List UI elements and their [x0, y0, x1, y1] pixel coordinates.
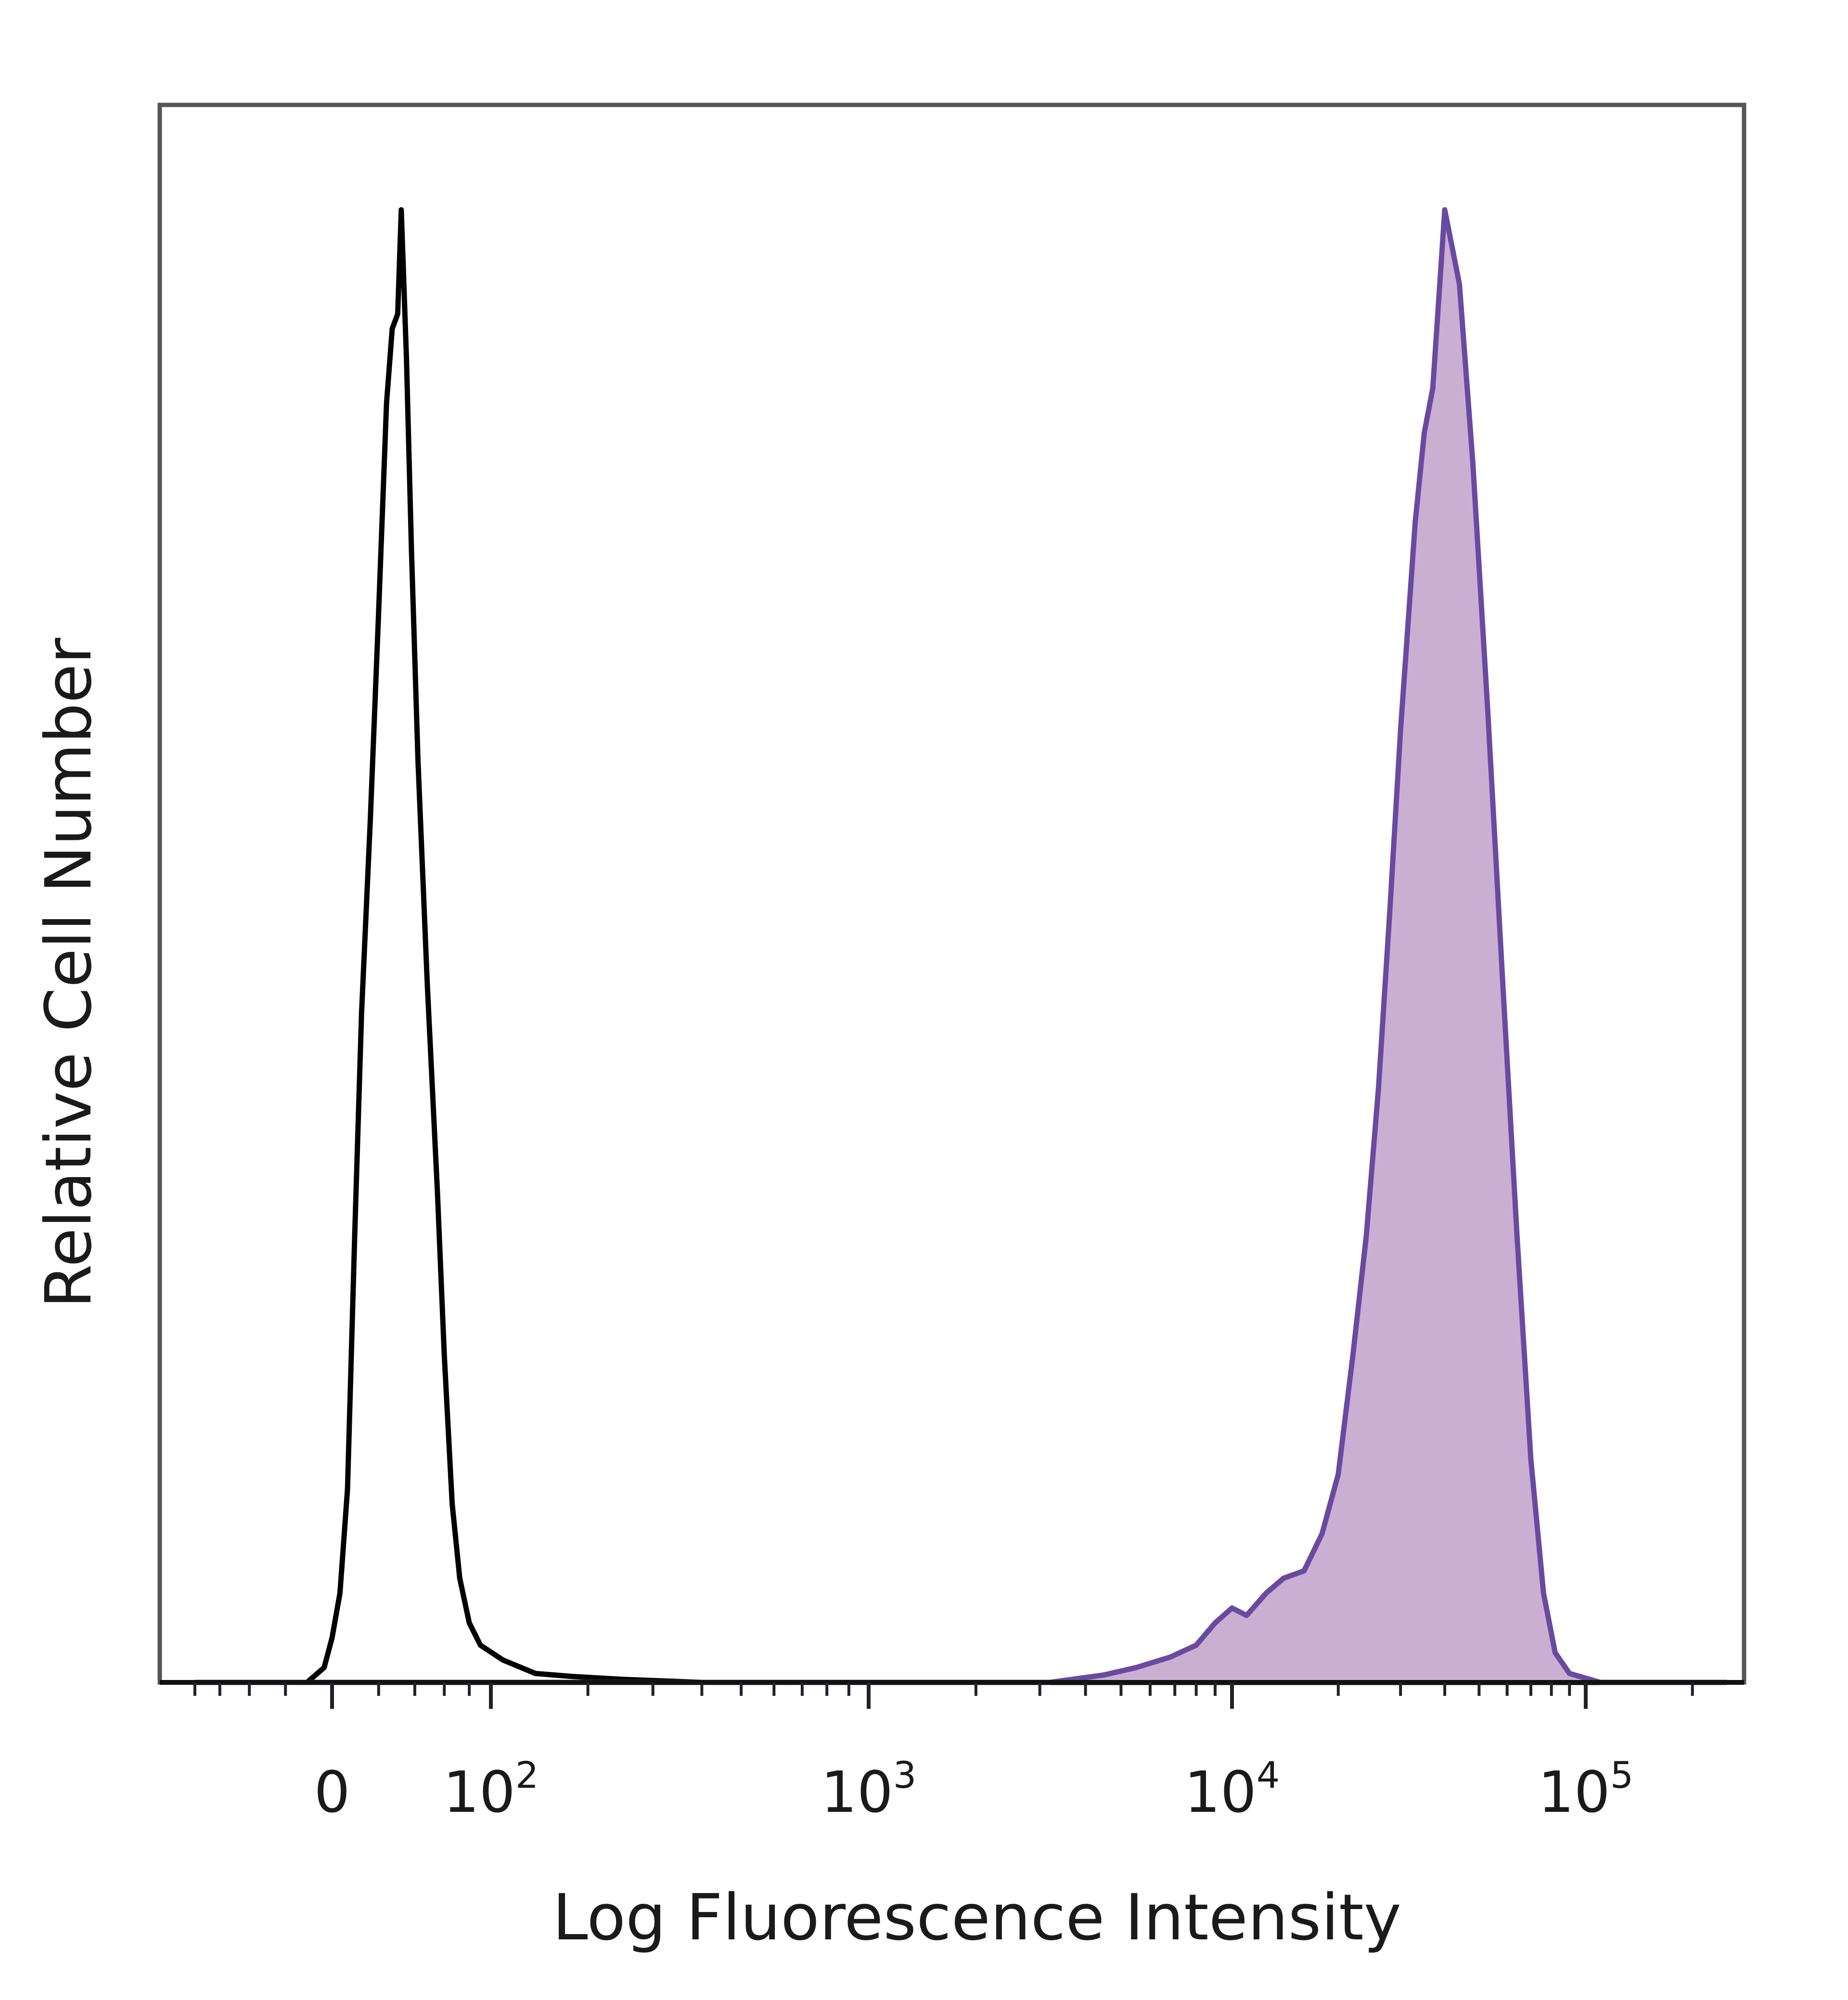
plot-area: 0 102 103 104 105 [157, 103, 1746, 1825]
x-axis-tick-labels: 0 102 103 104 105 [314, 1754, 1633, 1825]
series-2-fill [194, 209, 1727, 1683]
series-2-line [194, 207, 1727, 1685]
x-tick-label: 103 [821, 1754, 917, 1825]
series-1-line [194, 207, 1727, 1685]
x-tick-label: 0 [314, 1759, 350, 1825]
series-layer [194, 207, 1727, 1685]
x-axis-title: Log Fluorescence Intensity [552, 1881, 1401, 1955]
x-tick-label: 102 [443, 1754, 539, 1825]
x-axis-ticks [193, 1682, 1694, 1709]
y-axis-title: Relative Cell Number [32, 638, 106, 1308]
x-tick-label: 104 [1184, 1754, 1280, 1825]
x-tick-label: 105 [1538, 1754, 1634, 1825]
